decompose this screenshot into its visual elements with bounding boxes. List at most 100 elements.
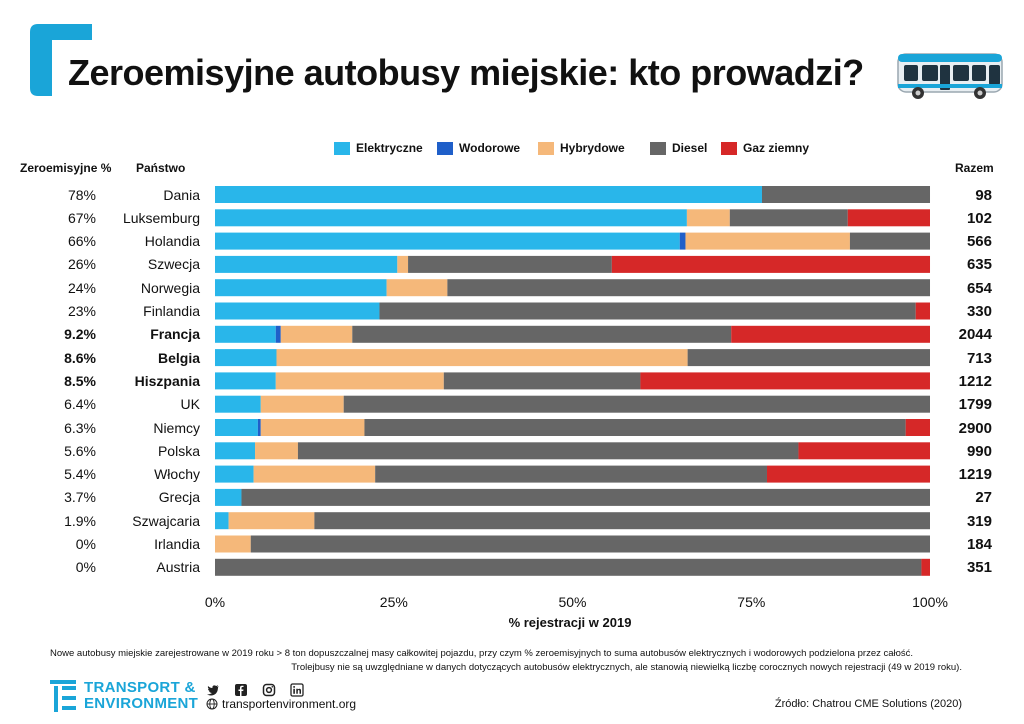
social-icons [206, 683, 304, 697]
bar-francja-gaz-ziemny [731, 325, 930, 343]
bar-norwegia-diesel [447, 279, 931, 297]
legend-swatch-hybrydowe [538, 141, 554, 155]
total-luksemburg: 102 [966, 209, 992, 227]
instagram-icon[interactable] [262, 683, 276, 697]
bar-hiszpania-hybrydowe [275, 372, 444, 390]
total-hiszpania: 1212 [958, 372, 992, 390]
legend-swatch-diesel [650, 141, 666, 155]
zero-pct-szwecja: 26% [67, 256, 96, 273]
website-link[interactable]: transportenvironment.org [206, 697, 356, 711]
total-holandia: 566 [966, 233, 992, 251]
logo-line-2: ENVIRONMENT [84, 695, 199, 712]
zero-pct-hiszpania: 8.5% [64, 372, 96, 389]
legend-label-gaz-ziemny: Gaz ziemny [743, 141, 810, 155]
bar-uk-elektryczne [215, 395, 261, 413]
facebook-icon[interactable] [234, 683, 248, 697]
bar-holandia-elektryczne [215, 232, 680, 250]
corner-mark [30, 24, 92, 96]
x-tick-label: 100% [912, 594, 948, 610]
country-label-austria: Austria [156, 559, 200, 576]
bar-finlandia-elektryczne [215, 302, 380, 320]
country-label-luksemburg: Luksemburg [122, 209, 200, 226]
legend-label-hybrydowe: Hybrydowe [560, 141, 625, 155]
country-label-francja: Francja [150, 326, 200, 343]
bar-luksemburg-diesel [729, 209, 848, 227]
bar-szwecja-elektryczne [215, 255, 398, 273]
bar-luksemburg-hybrydowe [686, 209, 730, 227]
x-tick-label: 50% [558, 594, 586, 610]
bar-szwecja-diesel [408, 255, 612, 273]
bar-holandia-diesel [849, 232, 930, 250]
total-szwecja: 635 [966, 256, 992, 274]
bar-szwecja-hybrydowe [397, 255, 409, 273]
chart-title: Zeroemisyjne autobusy miejskie: kto prow… [68, 52, 864, 93]
total-irlandia: 184 [966, 536, 992, 553]
bar-finlandia-gaz-ziemny [915, 302, 930, 320]
bar-niemcy-hybrydowe [260, 419, 365, 436]
twitter-icon[interactable] [206, 683, 220, 697]
bar-polska-diesel [297, 442, 799, 460]
bar-polska-gaz-ziemny [798, 442, 930, 460]
bus-icon [897, 53, 1003, 99]
website-text: transportenvironment.org [222, 697, 357, 711]
linkedin-icon[interactable] [290, 683, 304, 697]
bar-szwajcaria-elektryczne [215, 512, 229, 530]
total-wlochy: 1219 [958, 466, 992, 484]
bar-niemcy-diesel [364, 419, 906, 436]
bar-polska-hybrydowe [255, 442, 298, 460]
zero-pct-austria: 0% [75, 559, 96, 576]
bar-hiszpania-diesel [443, 372, 641, 390]
zero-pct-luksemburg: 67% [67, 209, 96, 226]
bar-wlochy-elektryczne [215, 465, 254, 483]
bar-wlochy-hybrydowe [253, 465, 376, 483]
bar-dania-diesel [761, 186, 931, 203]
country-label-norwegia: Norwegia [140, 279, 200, 296]
legend: Elektryczne Wodorowe Hybrydowe Diesel Ga… [0, 141, 1024, 159]
bar-niemcy-gaz-ziemny [905, 419, 930, 436]
bar-belgia-elektryczne [215, 349, 277, 367]
bar-wlochy-diesel [375, 465, 767, 483]
bar-uk-diesel [343, 395, 930, 413]
legend-swatch-gaz-ziemny [721, 141, 737, 155]
legend-item-wodorowe: Wodorowe [437, 141, 520, 155]
bar-belgia-hybrydowe [276, 349, 688, 367]
bar-polska-elektryczne [215, 442, 256, 460]
legend-swatch-wodorowe [437, 141, 453, 155]
bar-dania-elektryczne [215, 186, 762, 203]
x-axis-title: % rejestracji w 2019 [508, 615, 632, 630]
zero-pct-dania: 78% [67, 186, 96, 203]
bar-norwegia-hybrydowe [386, 279, 448, 297]
zero-pct-irlandia: 0% [75, 536, 96, 552]
legend-label-elektryczne: Elektryczne [356, 141, 423, 155]
x-tick-label: 0% [205, 594, 225, 610]
total-norwegia: 654 [966, 279, 992, 297]
bar-hiszpania-gaz-ziemny [640, 372, 930, 390]
country-label-wlochy: Włochy [154, 466, 200, 483]
bar-grecja-diesel [241, 488, 930, 506]
total-austria: 351 [966, 559, 992, 577]
bar-uk-hybrydowe [260, 395, 344, 413]
bar-luksemburg-elektryczne [215, 209, 687, 227]
zero-pct-grecja: 3.7% [64, 489, 96, 506]
logo-line-1: TRANSPORT & [84, 679, 196, 696]
legend-swatch-elektryczne [334, 141, 350, 155]
te-logo-mark [50, 680, 76, 712]
bar-francja-hybrydowe [280, 325, 353, 343]
zero-pct-niemcy: 6.3% [64, 419, 96, 436]
x-tick-label: 25% [380, 594, 408, 610]
country-label-finlandia: Finlandia [143, 303, 200, 319]
country-label-irlandia: Irlandia [154, 536, 200, 552]
te-logo: TRANSPORT & ENVIRONMENT [50, 680, 198, 712]
bar-holandia-wodorowe [679, 232, 686, 250]
zero-pct-polska: 5.6% [64, 442, 96, 459]
total-niemcy: 2900 [958, 419, 992, 437]
bar-szwajcaria-diesel [314, 512, 930, 530]
bar-irlandia-diesel [250, 535, 930, 553]
country-label-hiszpania: Hiszpania [134, 372, 200, 389]
country-label-polska: Polska [157, 442, 200, 459]
total-polska: 990 [966, 442, 992, 460]
note-line-2: Trolejbusy nie są uwzględniane w danych … [291, 662, 962, 673]
bar-szwajcaria-hybrydowe [228, 512, 315, 530]
zero-pct-uk: 6.4% [64, 396, 96, 413]
legend-label-diesel: Diesel [672, 141, 708, 155]
